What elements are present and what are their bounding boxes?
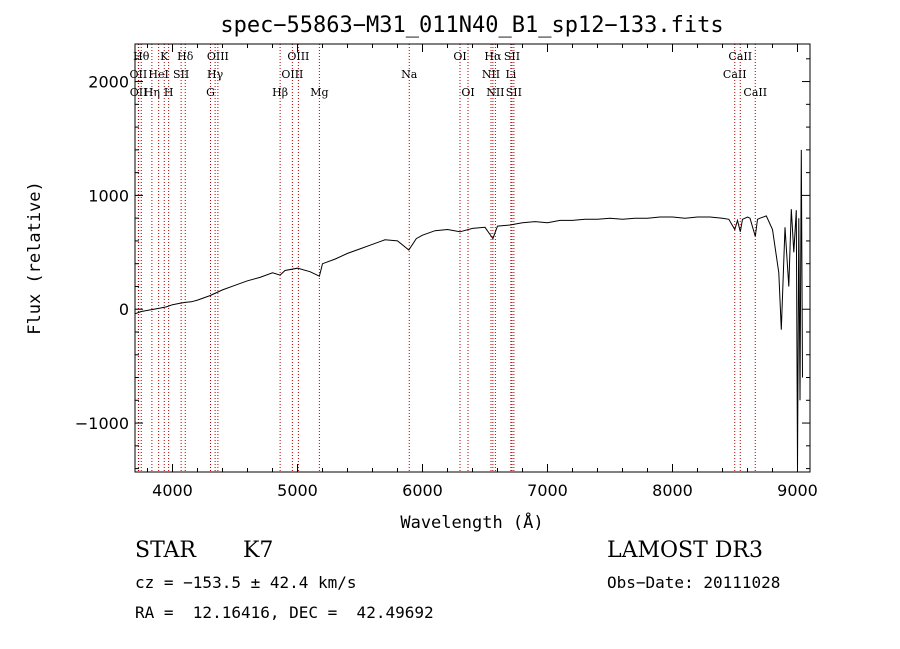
x-tick-label: 8000 [652, 481, 693, 500]
x-tick-label: 5000 [277, 481, 318, 500]
line-label: NII [482, 68, 500, 81]
spectrum-series-line [134, 149, 803, 469]
y-axis-label: Flux (relative) [25, 181, 45, 335]
x-tick-label: 9000 [777, 481, 818, 500]
x-tick-label: 6000 [402, 481, 443, 500]
line-label: Hδ [177, 50, 194, 63]
line-label: Hθ [133, 50, 150, 63]
line-label: SII [506, 86, 522, 99]
line-label: OI [453, 50, 466, 63]
line-label: Hβ [272, 86, 288, 99]
line-label: Hγ [207, 68, 224, 81]
line-label: Hα [484, 50, 502, 63]
survey-name: LAMOST DR3 [607, 538, 763, 563]
chart-title: spec−55863−M31_011N40_B1_sp12−133.fits [220, 13, 723, 38]
line-label: OIII [207, 50, 229, 63]
line-label: Mg [310, 86, 328, 99]
line-label: CaII [743, 86, 767, 99]
line-label: Na [401, 68, 418, 81]
line-label: Hη [144, 86, 160, 99]
line-label: G [206, 86, 215, 99]
ra-dec-coordinates: RA = 12.16416, DEC = 42.49692 [135, 603, 434, 622]
obs-date: Obs−Date: 20111028 [607, 573, 781, 592]
line-label: K [160, 50, 169, 63]
line-label: CaII [723, 68, 747, 81]
line-label: OIII [281, 68, 303, 81]
line-label: SII [504, 50, 520, 63]
line-label: NII [486, 86, 504, 99]
redshift-cz: cz = −153.5 ± 42.4 km/s [135, 573, 357, 592]
object-class: STAR [135, 538, 196, 563]
line-label: OI [461, 86, 474, 99]
line-label: OIII [287, 50, 309, 63]
line-label: OII [130, 68, 148, 81]
line-label: H [164, 86, 174, 99]
line-label: HeI [148, 68, 168, 81]
line-labels: HθOIIOIIHηHeIKHSIIHδGHγOIIIHβOIIIOIIIMgN… [130, 50, 768, 99]
line-label: OII [130, 86, 148, 99]
line-label: CaII [728, 50, 752, 63]
y-tick-label: 1000 [88, 186, 129, 205]
x-tick-label: 7000 [527, 481, 568, 500]
line-label: SII [173, 68, 189, 81]
y-tick-label: −1000 [75, 414, 129, 433]
subclass: K7 [243, 538, 274, 563]
x-axis: 4000 5000 6000 7000 8000 9000 [147, 44, 818, 500]
line-label: Li [505, 68, 516, 81]
x-axis-label: Wavelength (Å) [400, 511, 543, 533]
line-markers [137, 44, 756, 472]
y-axis: −1000 0 1000 2000 [75, 58, 810, 470]
y-tick-label: 2000 [88, 73, 129, 92]
y-tick-label: 0 [119, 300, 129, 319]
plot-frame [134, 43, 811, 473]
x-tick-label: 4000 [152, 481, 193, 500]
